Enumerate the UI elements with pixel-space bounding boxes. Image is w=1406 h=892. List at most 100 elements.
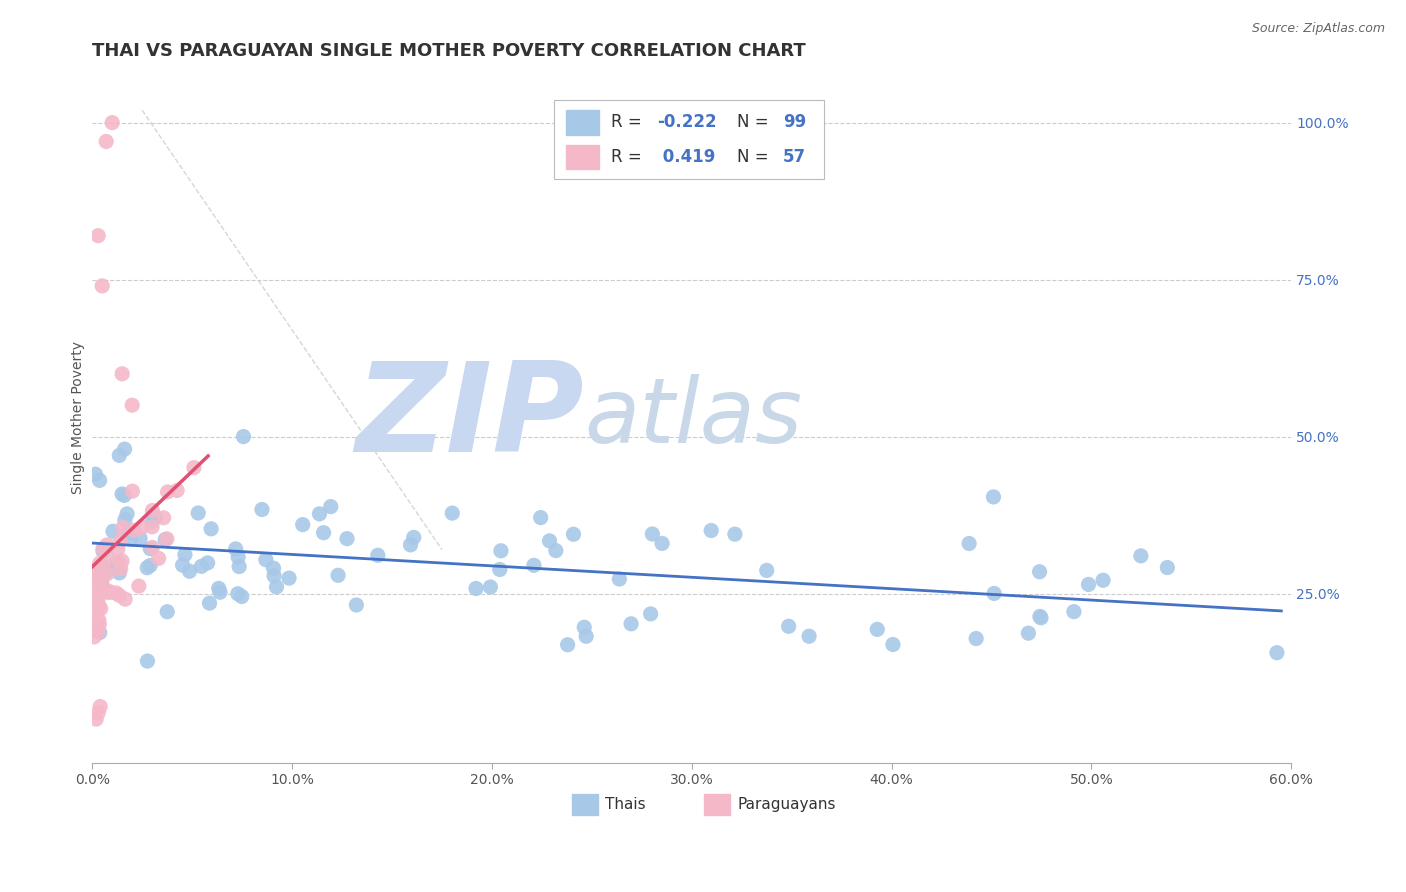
Point	[479, 580, 502, 594]
Point	[866, 623, 889, 637]
Point	[562, 527, 585, 541]
Point	[121, 484, 143, 499]
Point	[139, 541, 162, 556]
Point	[983, 490, 1005, 504]
Point	[544, 543, 567, 558]
Point	[319, 500, 342, 514]
Point	[156, 532, 179, 546]
Point	[1063, 605, 1085, 619]
Point	[266, 580, 288, 594]
Point	[108, 588, 131, 602]
Point	[83, 603, 105, 617]
Point	[111, 554, 134, 568]
Point	[108, 449, 131, 463]
Point	[136, 560, 159, 574]
Point	[225, 541, 247, 556]
Point	[111, 367, 134, 381]
Point	[312, 525, 335, 540]
Point	[198, 596, 221, 610]
Point	[1265, 646, 1288, 660]
Point	[172, 558, 194, 573]
Point	[1029, 611, 1052, 625]
Point	[87, 566, 110, 581]
Point	[574, 620, 596, 634]
Point	[91, 541, 114, 556]
Point	[121, 398, 143, 412]
Text: atlas: atlas	[583, 374, 801, 462]
Y-axis label: Single Mother Poverty: Single Mother Poverty	[72, 342, 86, 494]
Point	[128, 579, 150, 593]
Point	[83, 586, 105, 600]
Point	[308, 507, 330, 521]
Point	[96, 564, 118, 578]
Point	[120, 532, 142, 546]
Point	[111, 520, 134, 534]
Point	[488, 562, 510, 576]
Point	[89, 589, 111, 603]
Point	[724, 527, 747, 541]
Bar	[565, 145, 599, 169]
Text: R =: R =	[612, 148, 647, 166]
Point	[89, 617, 111, 632]
Text: ZIP: ZIP	[356, 357, 583, 478]
Point	[90, 574, 112, 589]
Point	[254, 552, 277, 566]
Point	[187, 506, 209, 520]
Text: N =: N =	[737, 148, 775, 166]
Point	[91, 584, 114, 599]
Point	[231, 590, 253, 604]
Text: 99: 99	[783, 113, 806, 131]
Point	[183, 460, 205, 475]
Point	[131, 520, 153, 534]
Point	[226, 587, 249, 601]
Point	[523, 558, 546, 573]
Point	[179, 564, 201, 578]
Point	[152, 510, 174, 524]
Point	[97, 561, 120, 575]
Point	[83, 613, 105, 627]
Point	[141, 503, 163, 517]
Point	[489, 543, 512, 558]
Point	[107, 542, 129, 557]
Point	[1077, 577, 1099, 591]
Point	[609, 572, 631, 586]
Point	[174, 548, 197, 562]
Point	[166, 483, 188, 498]
Point	[97, 550, 120, 565]
FancyBboxPatch shape	[554, 100, 824, 179]
Point	[399, 538, 422, 552]
Point	[141, 515, 163, 529]
Point	[87, 613, 110, 627]
Point	[83, 574, 105, 588]
Point	[1092, 574, 1115, 588]
Point	[1129, 549, 1152, 563]
Point	[108, 534, 131, 549]
Point	[141, 541, 163, 555]
Point	[115, 507, 138, 521]
Bar	[565, 111, 599, 135]
Point	[250, 502, 273, 516]
Point	[136, 654, 159, 668]
Point	[1029, 609, 1052, 624]
Point	[148, 551, 170, 566]
Bar	[572, 794, 598, 815]
Point	[87, 625, 110, 640]
Point	[105, 556, 128, 570]
Point	[620, 616, 643, 631]
Point	[122, 523, 145, 537]
Point	[755, 563, 778, 577]
Point	[93, 561, 115, 575]
Point	[226, 550, 249, 565]
Point	[117, 526, 139, 541]
Point	[651, 536, 673, 550]
Point	[402, 530, 425, 544]
Point	[84, 467, 107, 482]
Point	[367, 548, 389, 562]
Point	[112, 488, 135, 502]
Point	[96, 135, 118, 149]
Point	[228, 559, 250, 574]
Point	[89, 557, 111, 571]
Point	[90, 583, 112, 598]
Point	[441, 506, 464, 520]
Point	[797, 629, 820, 643]
